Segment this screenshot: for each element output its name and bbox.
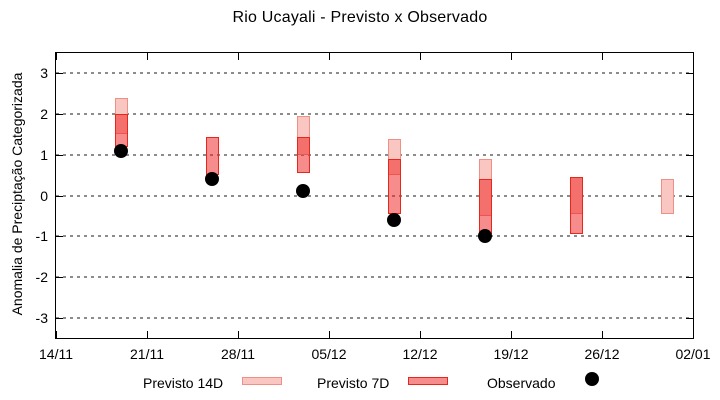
x-tick-mark: [693, 53, 694, 60]
y-tick-mark: [56, 317, 63, 319]
y-tick-mark: [686, 73, 693, 75]
x-tick-label: 12/12: [402, 346, 438, 362]
x-tick-label: 28/11: [221, 346, 255, 362]
y-tick-mark: [56, 73, 63, 75]
y-tick-mark: [686, 195, 693, 197]
y-tick-label: 3: [40, 65, 48, 82]
y-tick-mark: [686, 317, 693, 319]
x-tick-mark: [420, 53, 421, 60]
legend-observado-dot-icon: [585, 372, 599, 386]
gridline: [56, 275, 693, 278]
x-tick-mark: [511, 331, 512, 338]
gridline: [56, 153, 693, 156]
x-tick-mark: [602, 331, 603, 338]
gridline: [56, 72, 693, 75]
x-tick-mark: [511, 53, 512, 60]
gridline: [56, 316, 693, 319]
y-tick-label: 2: [40, 106, 48, 123]
gridline: [56, 194, 693, 197]
previsto-7d-bar: [478, 179, 492, 235]
x-tick-label: 05/12: [311, 346, 347, 362]
x-tick-label: 14/11: [39, 346, 73, 362]
legend-swatch-previsto-14d-icon: [242, 377, 282, 385]
x-tick-mark: [693, 331, 694, 338]
chart-title: Rio Ucayali - Previsto x Observado: [232, 9, 488, 26]
y-tick-mark: [56, 276, 63, 278]
legend-swatch-previsto-7d-icon: [408, 377, 448, 385]
y-tick-label: 0: [40, 187, 48, 204]
observado-point: [296, 184, 310, 199]
previsto-7d-bar: [569, 177, 583, 235]
y-tick-mark: [56, 114, 63, 116]
y-tick-mark: [686, 276, 693, 278]
plot-area: 3 2 1 0 -1 -2 -3 14/11 21/11 28/11 05/12 12/12 19/12…: [36, 52, 711, 362]
observado-point: [478, 229, 492, 244]
x-tick-label: 21/11: [130, 346, 164, 362]
x-tick-mark: [238, 53, 239, 60]
previsto-7d-bar: [387, 158, 401, 214]
x-tick-mark: [238, 331, 239, 338]
y-tick-mark: [686, 154, 693, 156]
x-tick-label: 02/01: [675, 346, 711, 362]
legend: Previsto 14D Previsto 7D Observado: [0, 368, 720, 398]
x-tick-mark: [602, 53, 603, 60]
x-tick-mark: [329, 53, 330, 60]
gridline: [56, 235, 693, 238]
observado-point: [205, 172, 219, 187]
observado-point: [387, 212, 401, 227]
previsto-7d-bar: [296, 136, 310, 174]
x-tick-mark: [329, 331, 330, 338]
x-tick-mark: [56, 53, 57, 60]
y-tick-label: -3: [35, 309, 48, 326]
x-tick-mark: [147, 331, 148, 338]
y-tick-mark: [56, 236, 63, 238]
x-tick-label: 26/12: [584, 346, 620, 362]
y-tick-mark: [56, 195, 63, 197]
previsto-7d-bar: [114, 114, 128, 147]
y-tick-mark: [686, 236, 693, 238]
legend-label-observado: Observado: [487, 375, 556, 391]
previsto-14d-bar: [660, 179, 674, 214]
y-tick-mark: [56, 154, 63, 156]
previsto-7d-bar: [205, 136, 219, 176]
x-tick-mark: [147, 53, 148, 60]
x-tick-label: 19/12: [493, 346, 529, 362]
y-tick-label: -1: [35, 228, 48, 245]
y-tick-label: 1: [40, 146, 48, 163]
legend-label-previsto-7d: Previsto 7D: [317, 375, 390, 391]
y-tick-label: -2: [35, 268, 48, 285]
x-tick-mark: [56, 331, 57, 338]
x-tick-mark: [420, 331, 421, 338]
legend-label-previsto-14d: Previsto 14D: [143, 375, 224, 391]
gridline: [56, 113, 693, 116]
observado-point: [114, 143, 128, 158]
y-tick-mark: [686, 114, 693, 116]
